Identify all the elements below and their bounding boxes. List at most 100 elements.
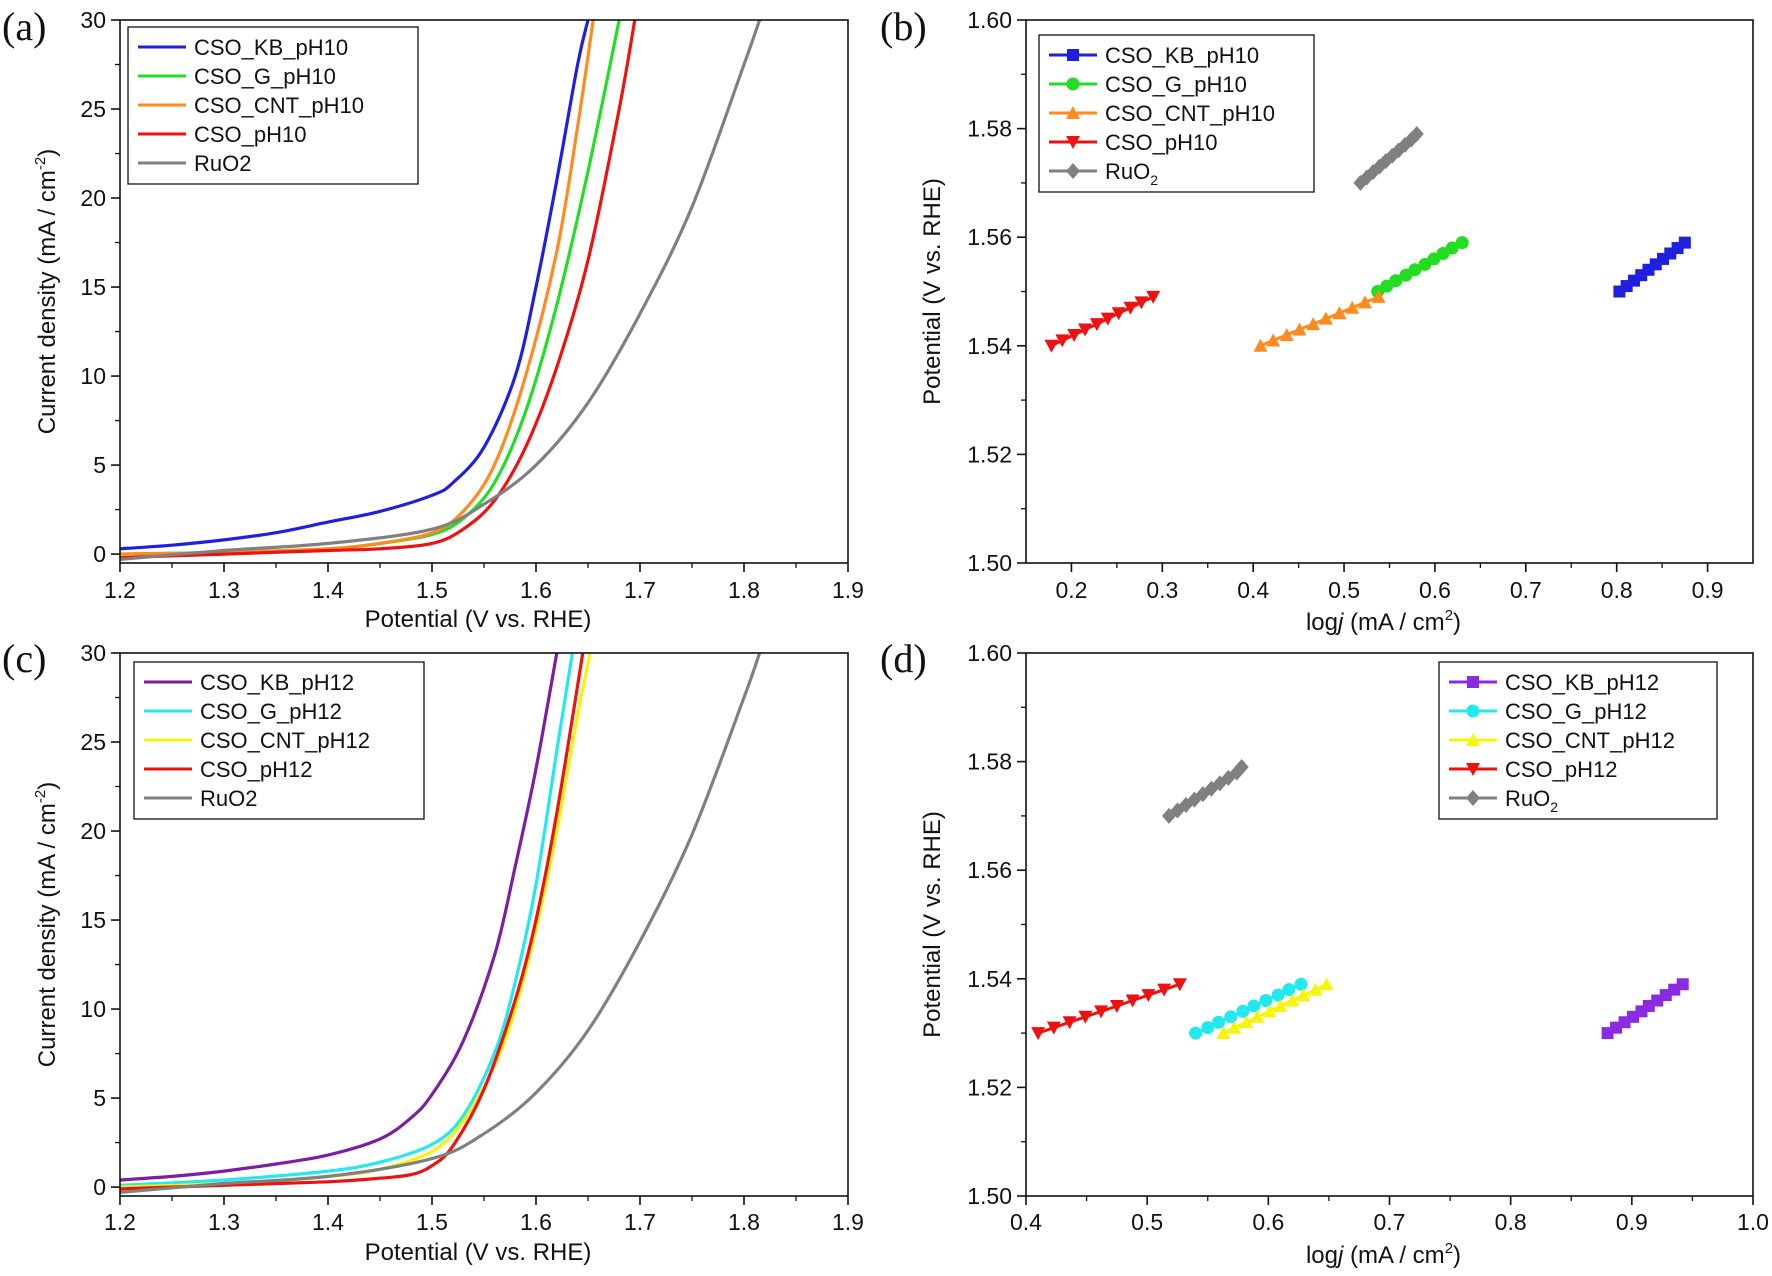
x-tick-label: 1.7 — [624, 1209, 656, 1235]
data-point — [1455, 236, 1469, 250]
y-tick-label: 30 — [80, 7, 106, 33]
x-tick-label: 0.3 — [1146, 577, 1178, 603]
data-point — [1216, 1026, 1231, 1040]
y-tick-label: 1.50 — [967, 1183, 1012, 1209]
data-point — [1282, 983, 1296, 997]
data-point — [1332, 306, 1347, 320]
y-axis-label: Potential (V vs. RHE) — [919, 811, 946, 1038]
legend-marker — [1466, 733, 1480, 746]
series-line-cso-ph12 — [1037, 982, 1181, 1035]
y-axis-label: Current density (mA / cm-2) — [32, 149, 61, 434]
data-point — [1125, 994, 1140, 1008]
y-tick-label: 15 — [80, 274, 106, 300]
data-point — [1664, 247, 1677, 260]
y-tick-label: 1.56 — [967, 224, 1012, 250]
data-point — [1227, 1020, 1242, 1034]
series-line-cso-kb-ph12 — [120, 653, 559, 1182]
data-point — [1318, 311, 1333, 325]
data-point — [1094, 1005, 1109, 1019]
data-point — [1234, 759, 1249, 776]
legend-entry: CSO_KB_pH12 — [200, 670, 354, 695]
data-point — [1266, 333, 1281, 347]
panel-d: (d) 0.4 0.5 0.6 0.7 0.8 0.9 1.0 1.50 1.52 1.54 1.56… — [880, 636, 1769, 1269]
series-line-cso-g-ph12 — [120, 653, 574, 1187]
x-tick-label: 0.2 — [1055, 577, 1087, 603]
series-line-cso-ph12 — [120, 653, 585, 1191]
data-point — [1279, 327, 1294, 341]
panel-c: (c) 1.2 1.3 1.4 1.5 1.6 1.7 1.8 1.9 0 5 10 15 20 25 30 P… — [2, 636, 864, 1266]
y-tick-label: 5 — [93, 452, 106, 478]
x-tick-label: 1.6 — [520, 577, 552, 603]
legend-box — [133, 661, 425, 820]
y-tick-label: 1.60 — [967, 7, 1012, 33]
data-point — [1141, 989, 1156, 1003]
legend-marker — [1466, 763, 1480, 776]
x-tick-label: 0.8 — [1601, 577, 1633, 603]
data-point — [1055, 334, 1070, 348]
data-point — [1157, 983, 1172, 997]
data-point — [1294, 977, 1308, 991]
panel-label: (c) — [2, 636, 46, 681]
legend-entry: CSO_CNT_pH10 — [1105, 101, 1275, 126]
legend-marker — [1066, 136, 1080, 149]
legend-marker — [1466, 704, 1480, 718]
legend-marker — [1066, 163, 1080, 179]
x-tick-label: 0.6 — [1419, 577, 1451, 603]
x-tick-label: 1.8 — [728, 1209, 760, 1235]
legend: CSO_KB_pH12 CSO_G_pH12 CSO_CNT_pH12 CSO_pH1… — [1438, 661, 1718, 820]
legend: CSO_KB_pH10 CSO_G_pH10 CSO_CNT_pH10 CSO_pH1… — [1038, 34, 1315, 193]
x-tick-label: 0.4 — [1010, 1209, 1042, 1235]
series-line-cso-ph10 — [1050, 295, 1154, 348]
y-tick-label: 0 — [93, 541, 106, 567]
data-point — [1100, 312, 1115, 326]
legend-entry: CSO_pH10 — [1105, 130, 1218, 155]
legend-entry: CSO_KB_pH10 — [1105, 43, 1259, 68]
x-tick-label: 0.9 — [1616, 1209, 1648, 1235]
y-axis-label: Potential (V vs. RHE) — [919, 178, 946, 405]
data-point — [1285, 993, 1300, 1007]
legend-entry: CSO_pH10 — [194, 122, 307, 147]
legend: CSO_KB_pH12 CSO_G_pH12 CSO_CNT_pH12 CSO_pH1… — [133, 661, 425, 820]
data-point — [1109, 999, 1124, 1013]
data-point — [1319, 977, 1334, 991]
series-line-cso-kb-ph10 — [120, 20, 590, 551]
data-point — [1212, 1015, 1226, 1029]
data-point — [1044, 339, 1059, 353]
x-tick-label: 1.9 — [832, 577, 864, 603]
legend-entry: CSO_G_pH10 — [1105, 72, 1247, 97]
x-tick-label: 0.7 — [1374, 1209, 1406, 1235]
data-point — [1089, 318, 1104, 332]
data-point — [1123, 301, 1138, 315]
panel-b: (b) 0.2 0.3 0.4 0.5 0.6 0.7 0.8 0.9 1.50 1.52 1.54 1… — [880, 4, 1754, 636]
series-line-cso-cnt-ph12 — [1222, 982, 1328, 1035]
legend-entry: CSO_pH12 — [1505, 757, 1618, 782]
y-tick-label: 1.52 — [967, 441, 1012, 467]
data-point — [1306, 317, 1321, 331]
y-tick-label: 0 — [93, 1174, 106, 1200]
data-point — [1389, 274, 1403, 288]
data-point — [1371, 289, 1386, 303]
y-tick-label: 1.60 — [967, 640, 1012, 666]
legend-entry: CSO_CNT_pH12 — [200, 728, 370, 753]
y-tick-label: 20 — [80, 818, 106, 844]
series-line-cso-ph10 — [120, 20, 637, 560]
data-point — [1262, 1004, 1277, 1018]
panel-a: (a) 1.2 1.3 1.4 1.5 1.6 1.7 1.8 1.9 0 5 10 15 20 25 30 P… — [2, 4, 864, 633]
plot-area — [120, 20, 762, 561]
legend-entry: CSO_KB_pH10 — [194, 35, 348, 60]
legend: CSO_KB_pH10 CSO_G_pH10 CSO_CNT_pH10 CSO_pH1… — [127, 26, 419, 185]
data-point — [1273, 998, 1288, 1012]
x-tick-label: 1.4 — [312, 1209, 344, 1235]
x-tick-label: 1.9 — [832, 1209, 864, 1235]
y-tick-label: 10 — [80, 996, 106, 1022]
data-point — [1172, 978, 1187, 992]
legend-entry: CSO_CNT_pH10 — [194, 93, 364, 118]
y-tick-label: 1.58 — [967, 116, 1012, 142]
x-axis-label: Potential (V vs. RHE) — [365, 606, 592, 633]
data-point — [1189, 1026, 1203, 1040]
x-tick-label: 1.4 — [312, 577, 344, 603]
x-tick-label: 1.2 — [104, 1209, 136, 1235]
x-tick-label: 1.0 — [1737, 1209, 1769, 1235]
plot-area — [1031, 759, 1689, 1041]
series-line-cso-cnt-ph10 — [1259, 295, 1380, 348]
